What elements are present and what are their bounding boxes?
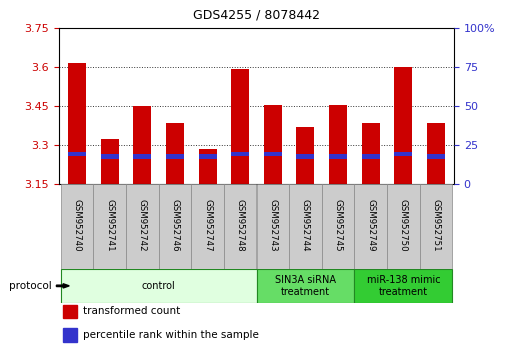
Bar xyxy=(61,269,256,303)
Bar xyxy=(63,329,77,342)
Bar xyxy=(61,184,93,269)
Text: GSM952749: GSM952749 xyxy=(366,199,375,251)
Bar xyxy=(329,154,347,159)
Bar xyxy=(231,69,249,184)
Bar xyxy=(199,149,216,184)
Bar xyxy=(427,154,445,159)
Text: percentile rank within the sample: percentile rank within the sample xyxy=(83,330,259,340)
Bar xyxy=(264,105,282,184)
Text: protocol: protocol xyxy=(9,281,51,291)
Bar xyxy=(264,152,282,156)
Bar xyxy=(354,184,387,269)
Text: control: control xyxy=(142,281,175,291)
Text: transformed count: transformed count xyxy=(83,306,180,316)
Text: miR-138 mimic
treatment: miR-138 mimic treatment xyxy=(367,275,440,297)
Bar xyxy=(297,127,314,184)
Bar xyxy=(387,184,420,269)
Bar xyxy=(101,139,119,184)
Bar xyxy=(191,184,224,269)
Text: GSM952750: GSM952750 xyxy=(399,199,408,251)
Bar xyxy=(199,154,216,159)
Text: GSM952741: GSM952741 xyxy=(105,199,114,251)
Bar xyxy=(322,184,354,269)
Text: GSM952746: GSM952746 xyxy=(170,199,180,251)
Bar xyxy=(420,184,452,269)
Bar xyxy=(362,154,380,159)
Bar xyxy=(68,152,86,156)
Bar xyxy=(166,154,184,159)
Text: SIN3A siRNA
treatment: SIN3A siRNA treatment xyxy=(275,275,336,297)
Bar xyxy=(93,184,126,269)
Text: GDS4255 / 8078442: GDS4255 / 8078442 xyxy=(193,8,320,21)
Bar xyxy=(68,63,86,184)
Bar xyxy=(224,184,256,269)
Text: GSM952748: GSM952748 xyxy=(235,199,245,251)
Text: GSM952745: GSM952745 xyxy=(333,199,343,251)
Bar xyxy=(297,154,314,159)
Bar xyxy=(101,154,119,159)
Bar xyxy=(289,184,322,269)
Bar xyxy=(231,152,249,156)
Bar xyxy=(362,123,380,184)
Text: GSM952743: GSM952743 xyxy=(268,199,278,251)
Text: GSM952740: GSM952740 xyxy=(72,199,82,251)
Text: GSM952744: GSM952744 xyxy=(301,199,310,251)
Bar xyxy=(394,67,412,184)
Bar xyxy=(166,123,184,184)
Bar xyxy=(329,105,347,184)
Text: GSM952742: GSM952742 xyxy=(138,199,147,251)
Bar xyxy=(159,184,191,269)
Bar xyxy=(133,154,151,159)
Bar xyxy=(256,269,354,303)
Text: GSM952751: GSM952751 xyxy=(431,199,441,251)
Text: GSM952747: GSM952747 xyxy=(203,199,212,251)
Bar xyxy=(133,106,151,184)
Bar xyxy=(427,123,445,184)
Bar xyxy=(126,184,159,269)
Bar xyxy=(394,152,412,156)
Bar xyxy=(63,304,77,318)
Bar xyxy=(256,184,289,269)
Bar xyxy=(354,269,452,303)
